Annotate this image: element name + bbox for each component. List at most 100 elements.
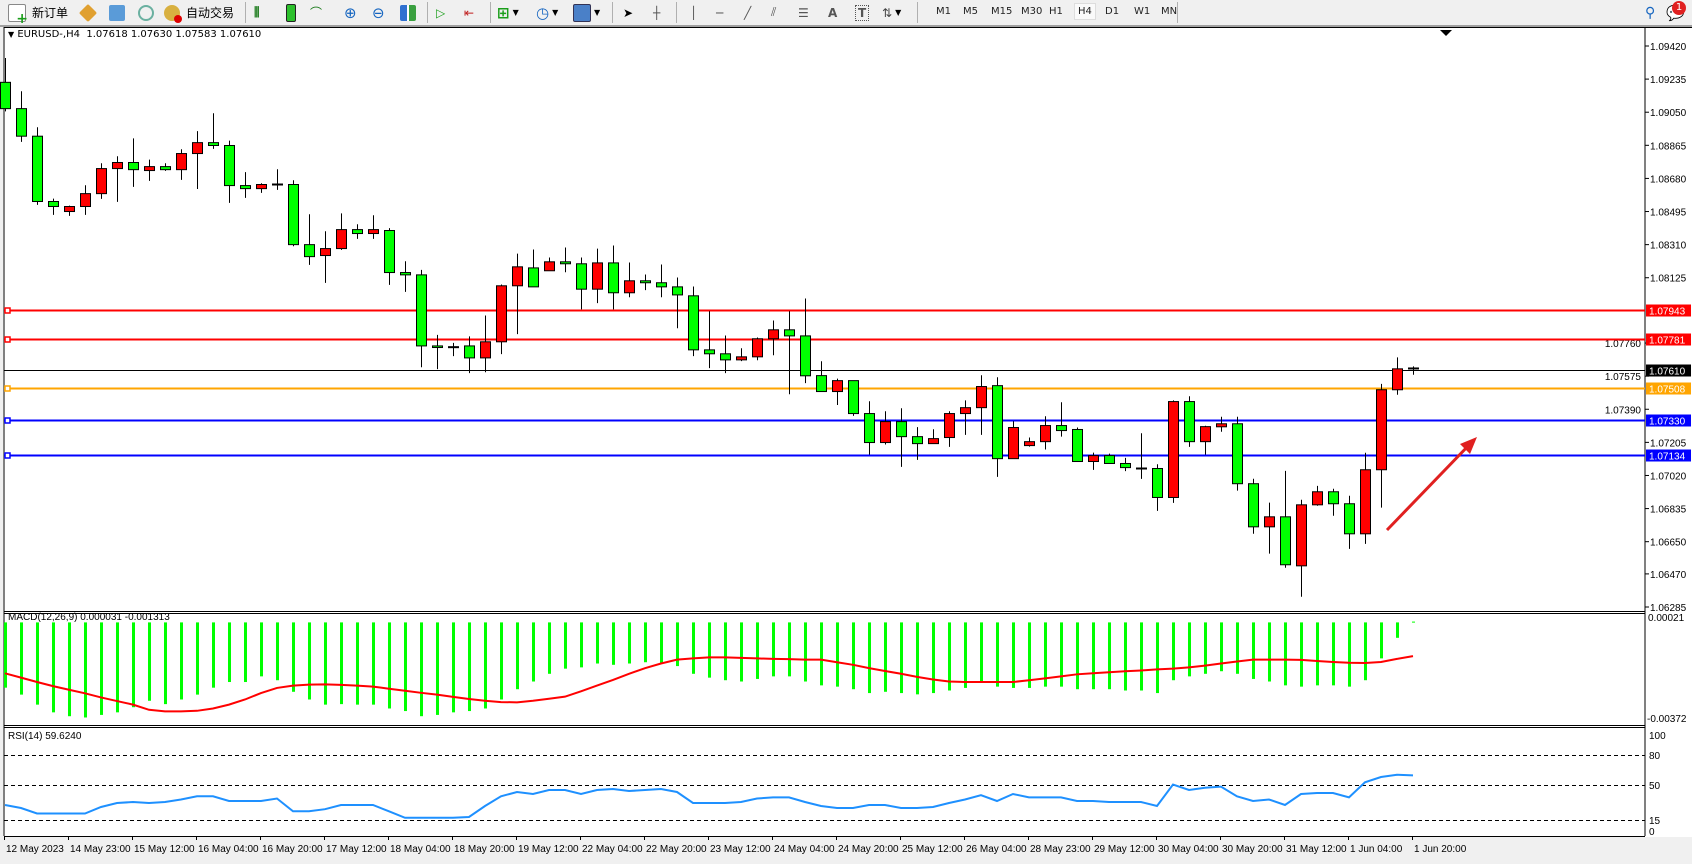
candle	[224, 140, 235, 203]
data-window-button[interactable]	[109, 3, 125, 22]
period-h4[interactable]: H4	[1074, 3, 1096, 20]
candle-body	[976, 386, 987, 409]
period-m30[interactable]: M30	[1021, 6, 1043, 17]
candle	[752, 337, 763, 361]
price-label: 1.07330	[1649, 417, 1686, 428]
search-button[interactable]: ⚲	[1645, 3, 1655, 22]
time-label: 24 May 20:00	[838, 844, 899, 855]
zoom-in-button[interactable]: ⊕	[344, 3, 357, 22]
macd-histogram-bar	[388, 622, 391, 709]
auto-scroll-button[interactable]: ▷	[436, 3, 445, 22]
line-chart-button[interactable]: ⌒	[310, 3, 322, 22]
toolbar-separator	[245, 2, 246, 23]
candle-body	[0, 81, 11, 110]
toolbar: + 新订单 自动交易 ⫼ ⌒ ⊕ ⊖ ▷ ⇤ ⊞ ▼ ◷ ▼ ▼ ➤ ┼ │ ─ ╱…	[0, 0, 1692, 27]
new-order-icon: +	[8, 3, 28, 26]
time-label: 22 May 20:00	[646, 844, 707, 855]
chart-menu-triangle-icon[interactable]: ▼	[8, 30, 15, 39]
candle	[416, 269, 427, 368]
candle	[736, 348, 747, 362]
auto-trading-button[interactable]: 自动交易	[164, 3, 234, 23]
templates-button[interactable]: ▼	[573, 3, 600, 22]
macd-histogram-bar	[36, 622, 39, 705]
candle-body	[1184, 401, 1195, 443]
bar-chart-button[interactable]: ⫼	[254, 3, 260, 22]
toolbar-separator	[612, 2, 613, 23]
macd-histogram-bar	[1044, 622, 1047, 687]
macd-histogram-bar	[964, 622, 967, 688]
time-label: 1 Jun 04:00	[1350, 844, 1403, 855]
terminal-button[interactable]	[138, 3, 154, 22]
periods-button[interactable]: ◷ ▼	[536, 3, 558, 22]
horizontal-line-button[interactable]: ─	[716, 3, 723, 22]
candle-body	[896, 421, 907, 438]
market-watch-button[interactable]	[78, 3, 98, 22]
period-m1[interactable]: M1	[936, 6, 951, 17]
text-label-button[interactable]: T	[855, 3, 870, 22]
candle	[128, 138, 139, 187]
candle-body	[80, 193, 91, 208]
period-m5[interactable]: M5	[963, 6, 978, 17]
notification-badge: 1	[1672, 1, 1686, 15]
macd-histogram-bar	[164, 622, 167, 705]
arrows-button[interactable]: ⇅ ▼	[882, 3, 901, 22]
price-label: 1.07781	[1649, 336, 1686, 347]
text-button[interactable]: A	[828, 3, 837, 22]
macd-histogram-bar	[1236, 622, 1239, 674]
candle-body	[1056, 425, 1067, 432]
time-label: 14 May 23:00	[70, 844, 131, 855]
vertical-line-button[interactable]: │	[690, 3, 697, 22]
rsi-label: RSI(14) 59.6240	[8, 731, 82, 742]
zoom-out-icon: ⊖	[372, 3, 385, 22]
candle	[112, 156, 123, 202]
candlestick-chart-button[interactable]	[282, 3, 300, 22]
macd-histogram-bar	[676, 622, 679, 667]
candle	[1056, 402, 1067, 437]
chart-shift-button[interactable]: ⇤	[464, 3, 474, 22]
time-label: 25 May 12:00	[902, 844, 963, 855]
candle	[992, 377, 1003, 477]
candle-body	[352, 229, 363, 235]
price-tick-label: 1.08495	[1650, 208, 1687, 219]
candle-body	[240, 185, 251, 190]
macd-histogram-bar	[612, 622, 615, 665]
period-d1[interactable]: D1	[1105, 6, 1120, 17]
line-handle	[4, 385, 11, 392]
candle-body	[192, 142, 203, 155]
candle-body	[1360, 469, 1371, 535]
period-mn[interactable]: MN	[1161, 6, 1178, 17]
macd-histogram-bar	[1140, 622, 1143, 691]
macd-histogram-bar	[596, 622, 599, 664]
indicators-button[interactable]: ⊞ ▼	[497, 3, 519, 22]
trendline-button[interactable]: ╱	[744, 3, 751, 22]
period-h1[interactable]: H1	[1049, 6, 1063, 17]
new-order-button[interactable]: + 新订单	[8, 3, 68, 26]
fibonacci-button[interactable]: ☰	[798, 3, 809, 22]
macd-histogram-bar	[532, 622, 535, 682]
price-tick-label: 1.09420	[1650, 42, 1687, 53]
period-w1[interactable]: W1	[1134, 6, 1151, 17]
cursor-button[interactable]: ➤	[623, 3, 633, 22]
candle-body	[672, 286, 683, 296]
cursor-icon: ➤	[623, 5, 634, 20]
candle	[1216, 416, 1227, 432]
macd-histogram-bar	[804, 622, 807, 682]
chart-window[interactable]: 1.09420 1.09235 1.09050 1.08865 1.08680 1.084…	[0, 27, 1692, 864]
tile-windows-button[interactable]	[400, 3, 416, 22]
zoom-out-button[interactable]: ⊖	[372, 3, 385, 22]
candle	[1024, 437, 1035, 447]
candle	[656, 264, 667, 298]
macd-histogram-bar	[1172, 622, 1175, 681]
crosshair-button[interactable]: ┼	[653, 3, 660, 22]
channel-button[interactable]: ⫽	[771, 3, 776, 22]
candle-body	[1216, 423, 1227, 428]
period-m15[interactable]: M15	[991, 6, 1013, 17]
macd-histogram-bar	[1204, 622, 1207, 674]
candle	[1104, 453, 1115, 464]
candle	[528, 249, 539, 288]
candle-body	[928, 438, 939, 445]
candle	[16, 91, 27, 142]
macd-histogram-bar	[1396, 622, 1399, 638]
candle	[1376, 383, 1387, 508]
candle-body	[800, 335, 811, 377]
